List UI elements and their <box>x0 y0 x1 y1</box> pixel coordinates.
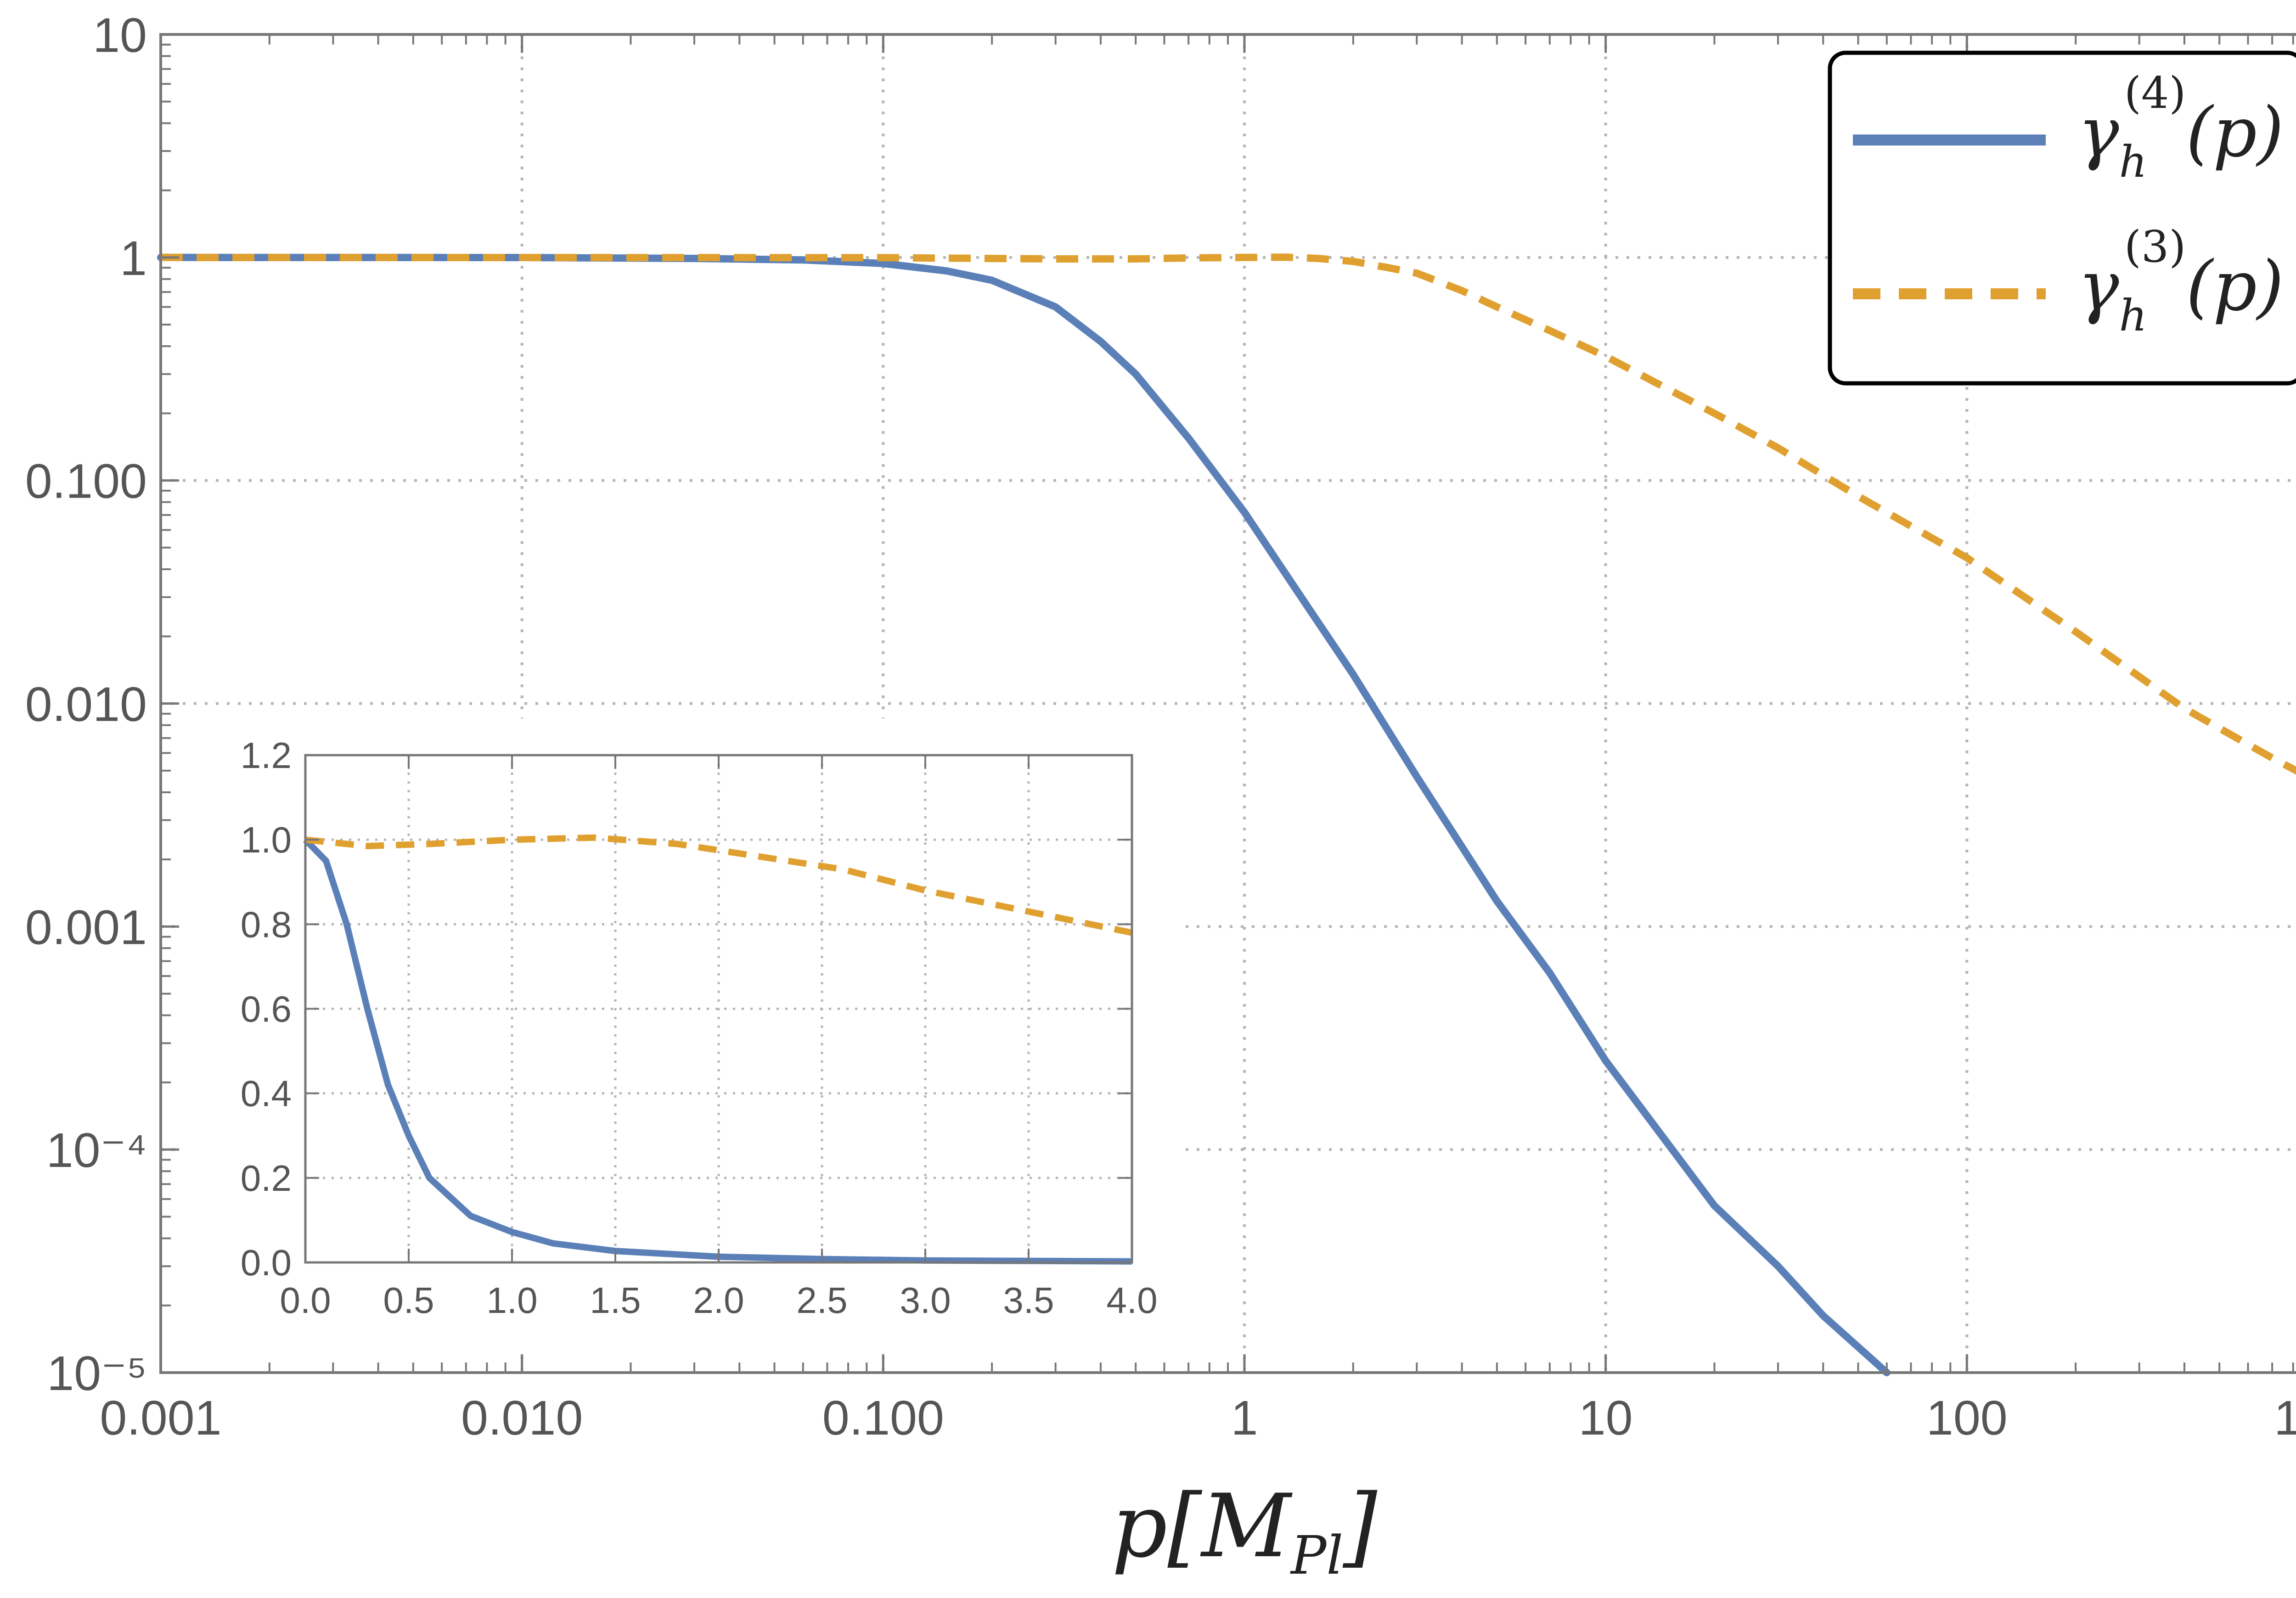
inset-x-tick-label: 3.0 <box>900 1280 951 1321</box>
inset-x-tick-label: 2.0 <box>693 1280 744 1321</box>
inset-series-group <box>303 834 1133 1265</box>
legend-label-gamma3-sub: h <box>2119 291 2147 341</box>
legend-label-gamma4-sup: (4) <box>2124 68 2186 118</box>
main-x-tick-label: 0.001 <box>100 1391 221 1445</box>
main-y-tick-labels: 10⁻⁵ 10⁻⁴ 0.001 0.010 0.100 1 10 <box>25 8 147 1401</box>
legend-label-gamma3-sup: (3) <box>2124 222 2186 272</box>
inset-series-line-gamma3 <box>305 834 1133 936</box>
inset-x-tick-label: 0.5 <box>383 1280 434 1321</box>
legend-label-gamma3-base: γ <box>2078 247 2119 326</box>
main-y-tick-label: 0.010 <box>25 678 147 732</box>
inset-x-tick-label: 0.0 <box>280 1280 331 1321</box>
main-x-tick-label: 100 <box>1926 1391 2008 1445</box>
inset-x-tick-label: 1.5 <box>590 1280 641 1321</box>
main-x-tick-labels: 0.001 0.010 0.100 1 10 100 1000 <box>100 1391 2296 1445</box>
inset-tick-marks <box>304 754 1133 1263</box>
inset-y-tick-labels: 0.0 0.2 0.4 0.6 0.8 1.0 1.2 <box>241 735 292 1283</box>
legend-label-gamma3-arg: (p) <box>2186 247 2284 326</box>
main-y-tick-label: 0.100 <box>25 454 147 509</box>
inset-y-tick-label: 1.0 <box>241 819 292 860</box>
main-series-group <box>157 253 2296 1376</box>
legend-label-gamma4-arg: (p) <box>2186 93 2284 173</box>
main-y-tick-label: 10⁻⁴ <box>46 1123 147 1177</box>
inset-y-tick-label: 0.8 <box>241 904 292 945</box>
main-x-tick-label: 0.100 <box>822 1391 944 1445</box>
inset-y-tick-label: 0.2 <box>241 1158 292 1199</box>
inset-x-tick-label: 1.0 <box>486 1280 537 1321</box>
legend-label-gamma3: γh (3)(p) <box>2078 222 2284 341</box>
main-x-tick-label: 10 <box>1579 1391 1633 1445</box>
main-x-tick-label: 1000 <box>2274 1391 2296 1445</box>
main-y-tick-label: 10⁻⁵ <box>47 1346 147 1401</box>
inset-chart: 0.0 0.5 1.0 1.5 2.0 2.5 3.0 3.5 4.0 0.0 0.2 0.4 0.6… <box>179 718 1185 1352</box>
legend: γh(4)(p) γh(3)(p) <box>1828 50 2296 386</box>
inset-y-tick-label: 0.0 <box>241 1242 292 1283</box>
main-series-line-gamma4 <box>157 253 1891 1376</box>
inset-grid <box>305 755 1132 1262</box>
main-x-tick-label: 0.010 <box>461 1391 583 1445</box>
legend-label-gamma4: γh (4)(p) <box>2078 68 2284 187</box>
inset-y-tick-label: 1.2 <box>241 735 292 776</box>
main-y-tick-label: 10 <box>93 8 147 62</box>
main-tick-marks <box>159 33 2294 1374</box>
legend-label-gamma4-base: γ <box>2078 93 2119 173</box>
main-y-tick-label: 1 <box>120 231 147 286</box>
x-axis-label: p[MPl] <box>1112 1475 1378 1587</box>
inset-x-tick-label: 3.5 <box>1003 1280 1054 1321</box>
inset-background <box>179 718 1185 1352</box>
inset-y-tick-label: 0.4 <box>241 1073 292 1114</box>
main-series-line-gamma3 <box>160 253 2296 775</box>
inset-series-line-gamma4 <box>303 837 1132 1265</box>
inset-x-tick-label: 4.0 <box>1106 1280 1157 1321</box>
inset-y-tick-label: 0.6 <box>241 989 292 1030</box>
inset-x-tick-labels: 0.0 0.5 1.0 1.5 2.0 2.5 3.0 3.5 4.0 <box>280 1280 1157 1321</box>
main-y-tick-label: 0.001 <box>25 900 147 954</box>
legend-label-gamma4-sub: h <box>2119 137 2147 187</box>
inset-x-tick-label: 2.5 <box>796 1280 847 1321</box>
main-x-tick-label: 1 <box>1231 1391 1258 1445</box>
